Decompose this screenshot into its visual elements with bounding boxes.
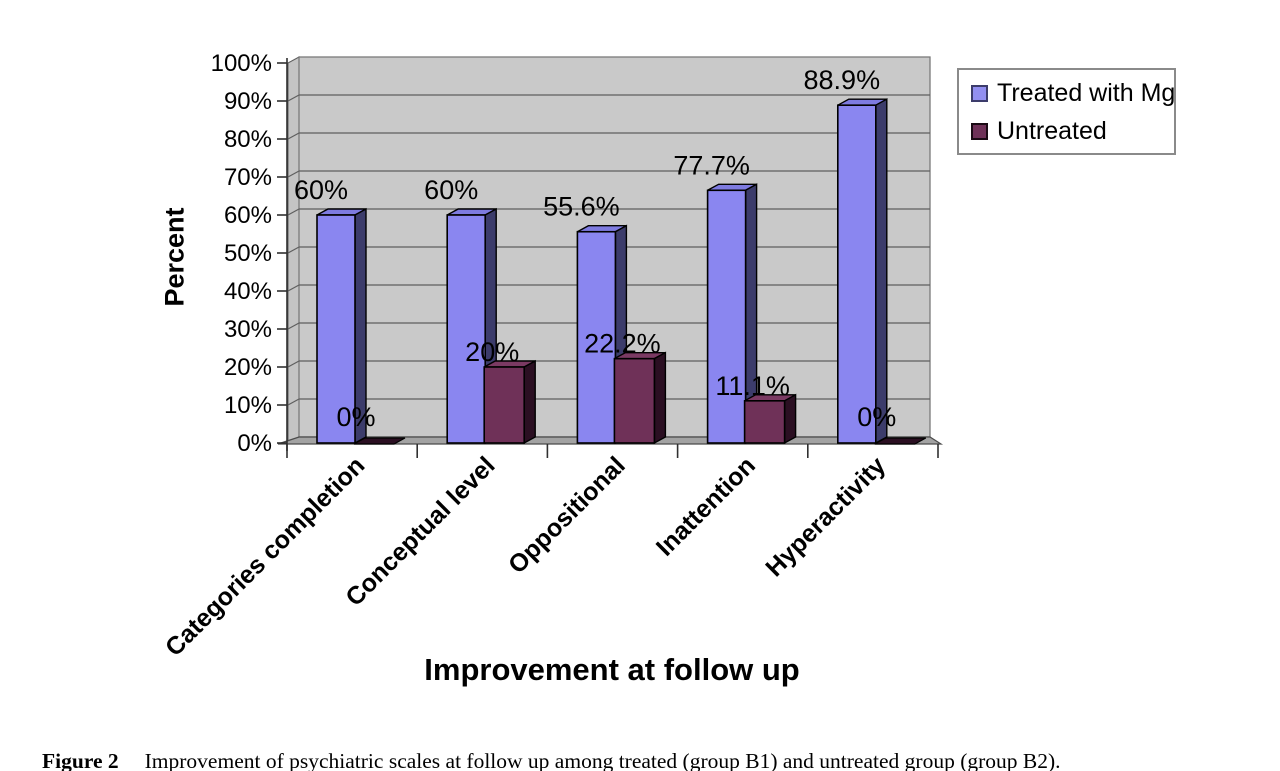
legend-swatch-treated-icon [971, 85, 988, 103]
bar-value-label-1-3: 11.1% [715, 371, 790, 401]
bar-value-label-0-4: 88.9% [804, 65, 881, 95]
chart-legend: Treated with Mg Untreated [957, 68, 1176, 155]
bar-side-1-1 [523, 359, 536, 445]
legend-label-treated: Treated with Mg [997, 79, 1176, 107]
bar-value-label-1-0: 0% [336, 402, 375, 432]
bar-zero-1-4 [874, 437, 927, 445]
bar-value-label-1-4: 0% [857, 402, 896, 432]
category-label: Oppositional [503, 451, 631, 579]
x-axis-title: Improvement at follow up [424, 652, 800, 687]
legend-label-untreated: Untreated [997, 116, 1107, 145]
bar-value-label-1-2: 22.2% [584, 329, 661, 359]
bar-side-0-4 [875, 98, 888, 445]
legend-swatch-untreated-icon [971, 122, 988, 140]
bar-front-0-3 [706, 189, 747, 444]
bar-value-label-1-1: 20% [465, 337, 519, 367]
legend-entry-treated: Treated with Mg [971, 79, 1175, 108]
figure-caption-text: Improvement of psychiatric scales at fol… [144, 748, 1061, 771]
category-label: Categories completion [160, 451, 370, 661]
category-label: Hyperactivity [760, 451, 891, 582]
y-tick-label: 20% [224, 354, 272, 381]
y-tick-label: 100% [211, 50, 272, 77]
y-tick-label: 90% [224, 88, 272, 115]
y-tick-label: 10% [224, 392, 272, 419]
figure-caption: Figure 2 Improvement of psychiatric scale… [42, 749, 1252, 771]
bar-front-0-1 [446, 214, 487, 444]
bar-front-0-0 [316, 214, 356, 444]
gridline-wall-slant [287, 94, 300, 102]
y-tick-label: 80% [224, 126, 272, 153]
gridline-wall-slant [287, 398, 300, 406]
bar-front-0-2 [576, 230, 617, 444]
bar-front-1-1 [483, 366, 526, 444]
legend-entry-untreated: Untreated [971, 116, 1164, 146]
gridline-wall-slant [287, 208, 300, 216]
bar-value-label-0-3: 77.7% [673, 150, 750, 180]
figure-caption-label: Figure 2 [42, 748, 119, 771]
gridline-wall-slant [287, 284, 300, 292]
bar-value-label-0-2: 55.6% [543, 192, 620, 222]
bar-side-1-2 [653, 351, 667, 445]
bar-front-1-3 [743, 400, 786, 444]
y-axis-title: Percent [159, 207, 190, 307]
chart-area: 100% 90% 80% 70% 60% 50% 40% 30% 20% 10% 0% Categor… [160, 50, 944, 662]
y-tick-label: 30% [224, 316, 272, 343]
y-tick-label: 60% [224, 202, 272, 229]
gridline-wall-slant [287, 170, 300, 178]
y-tick-label: 40% [224, 278, 272, 305]
gridline-wall-slant [287, 132, 300, 140]
bar-front-0-4 [836, 104, 877, 444]
bar-chart-3d: 100%90%80%70%60%50%40%30%20%10%0%Categor… [160, 50, 944, 662]
bar-zero-1-0 [353, 437, 406, 445]
y-tick-label: 0% [237, 430, 272, 457]
gridline-wall-slant [287, 246, 300, 254]
bar-value-label-0-0: 60% [294, 175, 348, 205]
gridline-wall-slant [287, 322, 300, 330]
bar-value-label-0-1: 60% [424, 175, 478, 205]
y-tick-label: 70% [224, 164, 272, 191]
y-tick-label: 50% [224, 240, 272, 267]
gridline-wall-slant [287, 360, 300, 368]
bar-side-1-3 [783, 393, 797, 445]
bar-front-1-2 [613, 357, 656, 444]
category-label: Inattention [651, 451, 761, 561]
